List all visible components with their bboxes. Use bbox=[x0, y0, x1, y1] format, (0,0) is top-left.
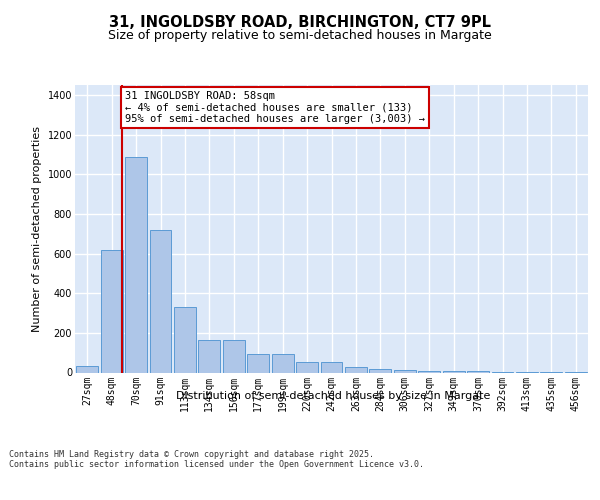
Bar bbox=[443, 370, 464, 372]
Text: Contains HM Land Registry data © Crown copyright and database right 2025.
Contai: Contains HM Land Registry data © Crown c… bbox=[9, 450, 424, 469]
Bar bbox=[149, 230, 172, 372]
Bar bbox=[320, 362, 343, 372]
Text: Distribution of semi-detached houses by size in Margate: Distribution of semi-detached houses by … bbox=[176, 391, 490, 401]
Bar bbox=[174, 307, 196, 372]
Y-axis label: Number of semi-detached properties: Number of semi-detached properties bbox=[32, 126, 42, 332]
Bar bbox=[467, 370, 489, 372]
Bar bbox=[247, 354, 269, 372]
Bar bbox=[272, 354, 293, 372]
Text: 31 INGOLDSBY ROAD: 58sqm
← 4% of semi-detached houses are smaller (133)
95% of s: 31 INGOLDSBY ROAD: 58sqm ← 4% of semi-de… bbox=[125, 91, 425, 124]
Text: 31, INGOLDSBY ROAD, BIRCHINGTON, CT7 9PL: 31, INGOLDSBY ROAD, BIRCHINGTON, CT7 9PL bbox=[109, 15, 491, 30]
Bar bbox=[418, 370, 440, 372]
Bar bbox=[223, 340, 245, 372]
Bar bbox=[345, 366, 367, 372]
Bar bbox=[199, 340, 220, 372]
Bar bbox=[296, 362, 318, 372]
Bar bbox=[101, 250, 122, 372]
Bar bbox=[394, 370, 416, 372]
Bar bbox=[370, 368, 391, 372]
Text: Size of property relative to semi-detached houses in Margate: Size of property relative to semi-detach… bbox=[108, 29, 492, 42]
Bar bbox=[76, 366, 98, 372]
Bar bbox=[125, 158, 147, 372]
